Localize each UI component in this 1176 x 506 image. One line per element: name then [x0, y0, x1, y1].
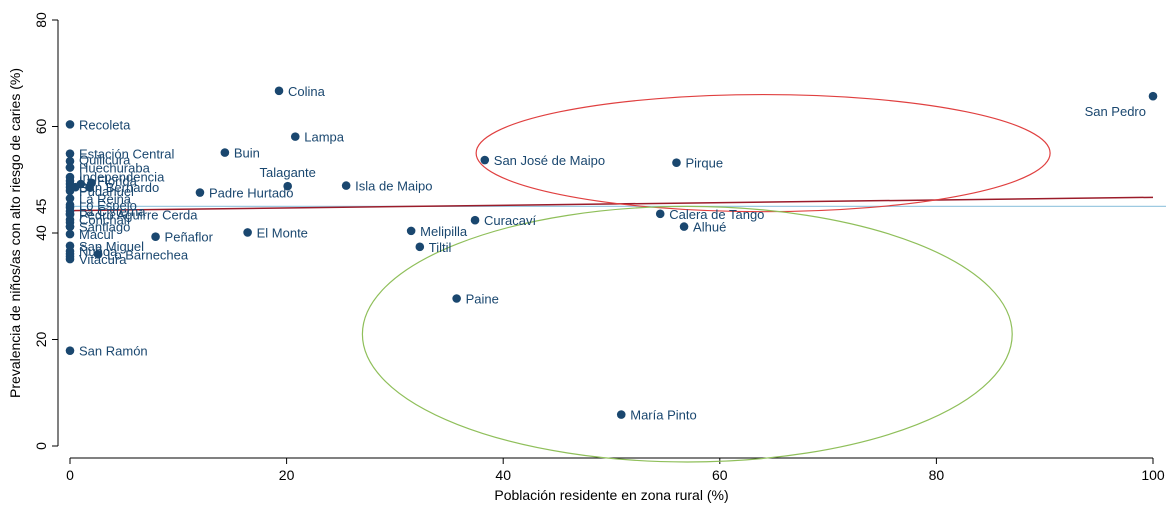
data-point [87, 178, 96, 188]
point-label: Recoleta [79, 117, 131, 132]
point-label: Buin [234, 146, 260, 161]
point-label: La Florida [79, 173, 138, 188]
axes [57, 20, 1153, 459]
data-point [65, 210, 75, 219]
y-tick-label: 0 [33, 442, 49, 450]
data-point [290, 132, 300, 141]
point-label: Padre Hurtado [209, 186, 294, 201]
point-label: Ñuñoa [79, 244, 118, 259]
data-point [616, 410, 626, 419]
x-tick-label: 20 [279, 467, 295, 483]
y-tick-label: 60 [33, 119, 49, 135]
y-axis-label: Prevalencia de niños/as con alto riesgo … [7, 68, 23, 398]
data-point [195, 188, 205, 197]
data-point [470, 215, 480, 225]
point-label: Pedro Aguirre Cerda [79, 207, 198, 222]
ellipse-rural-low [361, 205, 1013, 463]
data-point [65, 229, 75, 239]
point-label: Talagante [259, 165, 315, 180]
data-point [65, 149, 75, 158]
x-tick-label: 60 [712, 467, 728, 483]
data-point [65, 346, 75, 355]
x-tick-label: 0 [66, 467, 74, 483]
data-point [672, 158, 681, 168]
data-point [243, 228, 252, 237]
data-point [65, 194, 75, 203]
point-label: San Miguel [79, 239, 144, 254]
point-labels: Colina San Pedro Recoleta Lampa Buin Estación… [79, 84, 1146, 423]
data-point [1148, 91, 1158, 101]
point-label: Curacaví [484, 213, 536, 228]
x-tick-label: 80 [929, 467, 945, 483]
point-label: Macul [79, 227, 114, 242]
data-point [341, 181, 351, 190]
point-label: Lo Espejo [79, 198, 137, 213]
point-label: Conchalí [79, 213, 131, 228]
data-point [65, 241, 75, 251]
highlight-ellipses [361, 93, 1051, 463]
point-label: Vitacura [79, 252, 127, 267]
point-label: San José de Maipo [494, 153, 605, 168]
point-label: Pirque [685, 156, 723, 171]
data-point [65, 156, 75, 166]
data-point [76, 179, 86, 189]
point-label: Paine [466, 291, 499, 306]
data-point [65, 120, 75, 129]
point-label: Peñaflor [165, 230, 214, 245]
point-label: Independencia [79, 170, 165, 185]
y-tick-label: 80 [33, 12, 49, 28]
point-label: Pudahuel [79, 184, 134, 199]
point-label: Huechuraba [79, 161, 151, 176]
data-point [452, 294, 461, 303]
data-point [65, 254, 75, 264]
point-label: Lo Barnechea [107, 247, 189, 262]
point-label: La Cisterna [79, 204, 146, 219]
data-point [65, 163, 75, 172]
point-label: La Reina [79, 191, 132, 206]
point-label: San Ramón [79, 344, 148, 359]
data-point [679, 222, 689, 231]
reference-lines [69, 196, 1166, 212]
ticks: 0 20 40 60 80 0 20 40 60 80 100 45 [33, 12, 1165, 483]
x-tick-label: 40 [495, 467, 511, 483]
x-tick-label: 100 [1141, 467, 1165, 483]
point-label: Isla de Maipo [355, 179, 432, 194]
data-point [274, 86, 284, 96]
x-axis-label: Población residente en zona rural (%) [494, 487, 728, 503]
data-points [65, 86, 1158, 419]
data-point [283, 181, 292, 191]
data-point [220, 148, 230, 157]
y-tick-label: 40 [33, 225, 49, 241]
point-label: María Pinto [630, 408, 696, 423]
data-point [151, 232, 160, 242]
point-label: Tiltil [429, 240, 452, 255]
data-point [415, 242, 425, 252]
data-point [406, 226, 416, 236]
ellipse-rural-high [475, 93, 1051, 213]
fitted-line [69, 196, 1154, 212]
point-label: San Bernardo [79, 180, 159, 195]
ref-line-label: 45 [33, 198, 49, 214]
data-point [655, 209, 665, 219]
point-label: San Pedro [1085, 104, 1146, 119]
data-point [480, 155, 490, 165]
data-point [65, 222, 75, 231]
point-label: El Monte [257, 225, 308, 240]
y-tick-label: 20 [33, 332, 49, 348]
point-label: Lampa [304, 130, 345, 145]
point-label: Calera de Tango [669, 207, 764, 222]
point-label: Quilicura [79, 153, 131, 168]
point-label: Colina [288, 84, 326, 99]
point-label: Alhué [693, 220, 726, 235]
point-label: Estación Central [79, 147, 174, 162]
point-label: Melipilla [420, 224, 468, 239]
data-point [93, 250, 103, 259]
point-label: Santiago [79, 220, 130, 235]
